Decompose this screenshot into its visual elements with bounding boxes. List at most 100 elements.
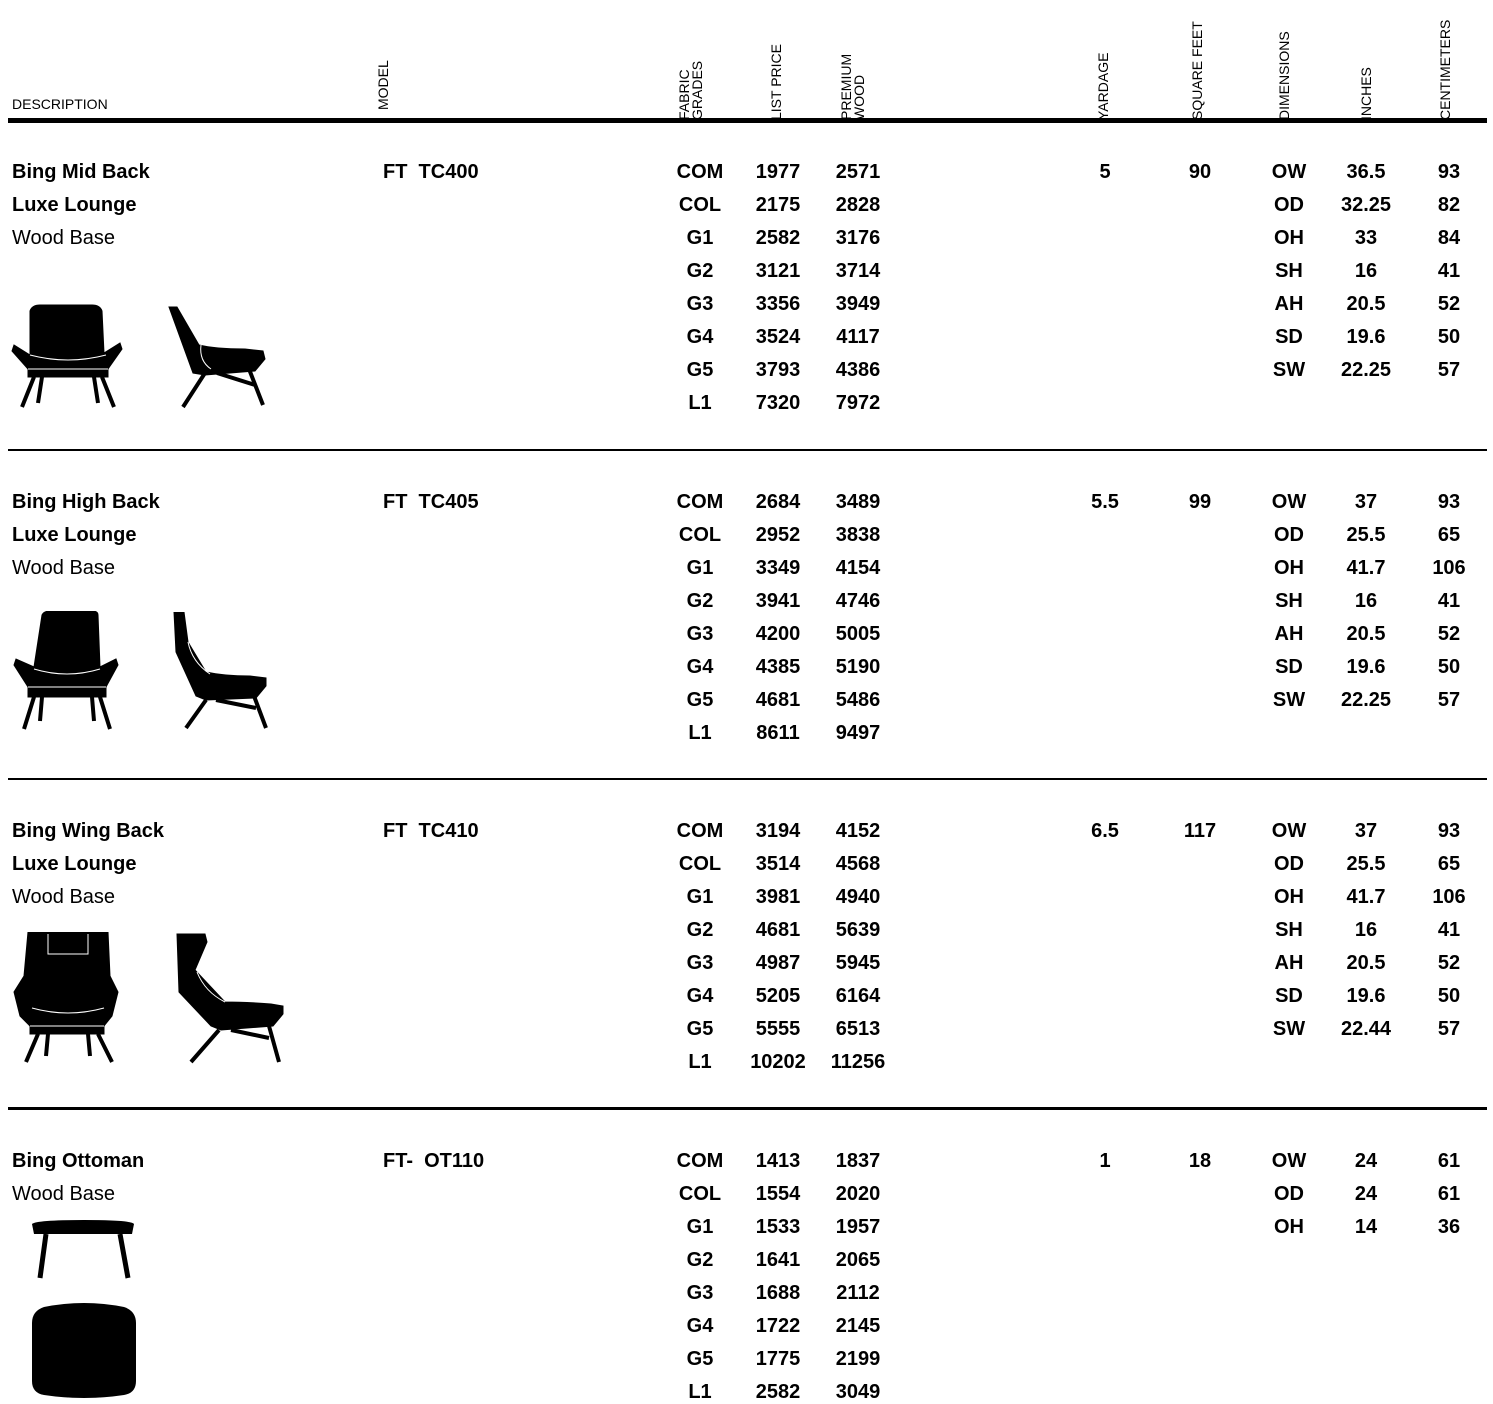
dimension-centimeters: 61 <box>1437 1150 1461 1172</box>
premium-wood-price: 3838 <box>835 524 881 546</box>
premium-wood-price: 2145 <box>835 1315 881 1337</box>
premium-wood-price: 3049 <box>835 1381 881 1403</box>
section-divider <box>8 449 1487 451</box>
fabric-grade: G4 <box>686 656 714 678</box>
product-base: Wood Base <box>12 1183 116 1205</box>
dimension-centimeters: 41 <box>1437 260 1461 282</box>
list-price: 4385 <box>755 656 801 678</box>
dimension-centimeters: 93 <box>1437 491 1461 513</box>
fabric-grade: G5 <box>686 1348 714 1370</box>
product-subname: Luxe Lounge <box>12 524 137 546</box>
dimension-code: OW <box>1271 1150 1307 1172</box>
premium-wood-price: 5190 <box>835 656 881 678</box>
dimension-inches: 32.25 <box>1340 194 1392 216</box>
dimension-code: SW <box>1272 689 1306 711</box>
dimension-inches: 19.6 <box>1346 326 1386 348</box>
dimension-code: OD <box>1274 1183 1304 1205</box>
dimension-inches: 25.5 <box>1346 853 1386 875</box>
dimension-centimeters: 36 <box>1437 1216 1461 1238</box>
header-fabric-grades-2: GRADES <box>689 60 705 120</box>
dimension-centimeters: 52 <box>1437 293 1461 315</box>
fabric-grade: COM <box>676 1150 724 1172</box>
premium-wood-price: 2199 <box>835 1348 881 1370</box>
fabric-grade: G2 <box>686 1249 714 1271</box>
dimension-inches: 19.6 <box>1346 985 1386 1007</box>
list-price: 3356 <box>755 293 801 315</box>
dimension-centimeters: 50 <box>1437 656 1461 678</box>
dimension-inches: 14 <box>1354 1216 1378 1238</box>
dimension-code: AH <box>1274 623 1304 645</box>
dimension-centimeters: 106 <box>1432 557 1466 579</box>
dimension-inches: 25.5 <box>1346 524 1386 546</box>
dimension-code: SW <box>1272 1018 1306 1040</box>
list-price: 4681 <box>755 689 801 711</box>
premium-wood-price: 6164 <box>835 985 881 1007</box>
dimension-code: OW <box>1271 161 1307 183</box>
fabric-grade: G3 <box>686 952 714 974</box>
dimension-centimeters: 93 <box>1437 820 1461 842</box>
list-price: 3349 <box>755 557 801 579</box>
fabric-grade: G3 <box>686 623 714 645</box>
dimension-centimeters: 57 <box>1437 1018 1461 1040</box>
dimension-inches: 22.25 <box>1340 359 1392 381</box>
dimension-inches: 20.5 <box>1346 293 1386 315</box>
header-description: DESCRIPTION <box>12 96 108 112</box>
premium-wood-price: 5945 <box>835 952 881 974</box>
list-price: 3514 <box>755 853 801 875</box>
fabric-grade: L1 <box>688 1381 712 1403</box>
list-price: 8611 <box>756 722 800 744</box>
fabric-grade: G1 <box>686 557 714 579</box>
model-number: FT- OT110 <box>383 1150 485 1172</box>
yardage-value: 1 <box>1099 1150 1111 1172</box>
dimension-code: SH <box>1275 590 1303 612</box>
list-price: 2582 <box>755 1381 801 1403</box>
ottoman-top-icon <box>32 1303 136 1398</box>
fabric-grade: COL <box>678 1183 722 1205</box>
dimension-centimeters: 50 <box>1437 326 1461 348</box>
fabric-grade: G4 <box>686 326 714 348</box>
square-feet-value: 18 <box>1188 1150 1212 1172</box>
premium-wood-price: 2065 <box>835 1249 881 1271</box>
premium-wood-price: 5486 <box>835 689 881 711</box>
premium-wood-price: 7972 <box>835 392 881 414</box>
fabric-grade: G5 <box>686 689 714 711</box>
fabric-grade: G2 <box>686 590 714 612</box>
yardage-value: 6.5 <box>1091 820 1119 842</box>
dimension-code: OH <box>1274 886 1304 908</box>
product-name: Bing Ottoman <box>12 1150 145 1172</box>
dimension-inches: 41.7 <box>1346 886 1386 908</box>
fabric-grade: COL <box>678 853 722 875</box>
section-divider <box>8 1107 1487 1110</box>
dimension-inches: 36.5 <box>1346 161 1386 183</box>
premium-wood-price: 4746 <box>835 590 881 612</box>
header-square-feet: SQUARE FEET <box>1189 21 1205 120</box>
list-price: 1688 <box>755 1282 801 1304</box>
list-price: 3194 <box>755 820 801 842</box>
dimension-code: OH <box>1274 557 1304 579</box>
premium-wood-price: 5639 <box>835 919 881 941</box>
list-price: 3981 <box>755 886 801 908</box>
dimension-inches: 16 <box>1354 590 1378 612</box>
square-feet-value: 90 <box>1188 161 1212 183</box>
dimension-inches: 20.5 <box>1346 623 1386 645</box>
ottoman-side-icon <box>32 1220 134 1279</box>
premium-wood-price: 4568 <box>835 853 881 875</box>
dimension-centimeters: 41 <box>1437 590 1461 612</box>
fabric-grade: L1 <box>688 722 712 744</box>
dimension-centimeters: 84 <box>1437 227 1461 249</box>
dimension-centimeters: 65 <box>1437 853 1461 875</box>
list-price: 2684 <box>755 491 801 513</box>
list-price: 7320 <box>755 392 801 414</box>
dimension-code: OH <box>1274 227 1304 249</box>
chair-side-icon <box>173 612 268 730</box>
header-centimeters: CENTIMETERS <box>1437 19 1453 120</box>
dimension-inches: 41.7 <box>1346 557 1386 579</box>
dimension-code: SD <box>1275 656 1303 678</box>
dimension-code: OW <box>1271 491 1307 513</box>
product-base: Wood Base <box>12 886 116 908</box>
fabric-grade: G2 <box>686 260 714 282</box>
fabric-grade: COM <box>676 820 724 842</box>
dimension-code: OD <box>1274 853 1304 875</box>
premium-wood-price: 4154 <box>835 557 881 579</box>
dimension-inches: 24 <box>1354 1150 1378 1172</box>
